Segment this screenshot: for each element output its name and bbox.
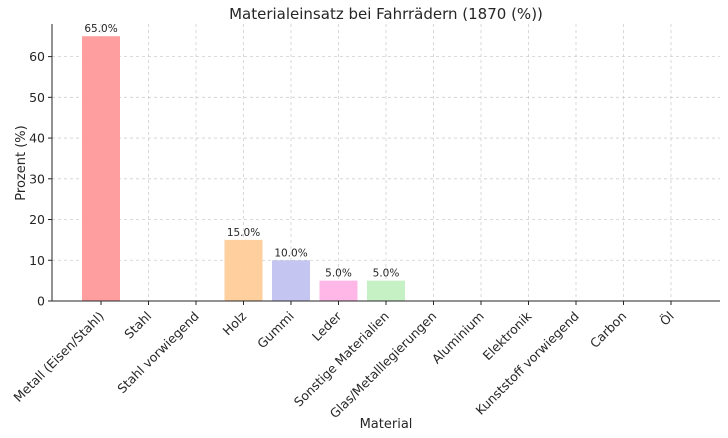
y-tick-label: 20	[29, 212, 45, 227]
x-tick-label: Gummi	[254, 308, 297, 351]
x-tick-label: Stahl	[121, 308, 154, 341]
x-tick-label: Metall (Eisen/Stahl)	[10, 308, 106, 404]
grid-lines	[52, 24, 720, 302]
y-tick-label: 60	[29, 49, 45, 64]
bar	[272, 260, 310, 301]
x-tick-label: Holz	[220, 308, 250, 338]
data-label: 15.0%	[227, 227, 260, 239]
y-tick-label: 10	[29, 253, 45, 268]
data-labels: 65.0% 15.0% 10.0% 5.0% 5.0%	[84, 23, 399, 279]
y-axis-label: Prozent (%)	[14, 125, 29, 200]
y-ticks: 0 10 20 30 40 50 60	[29, 49, 52, 309]
data-label: 10.0%	[274, 247, 307, 259]
y-tick-label: 40	[29, 131, 45, 146]
x-tick-label: Sonstige Materialien	[291, 308, 392, 409]
data-label: 65.0%	[84, 23, 117, 35]
bar	[367, 280, 405, 301]
chart-title: Materialeinsatz bei Fahrrädern (1870 (%)…	[229, 5, 543, 23]
x-axis-label: Material	[360, 417, 413, 432]
data-label: 5.0%	[325, 268, 352, 280]
bar	[319, 280, 358, 301]
y-tick-label: 30	[29, 171, 45, 186]
x-tick-label: Aluminium	[429, 308, 487, 366]
bars	[82, 36, 405, 302]
x-tick-label: Öl	[656, 308, 677, 329]
x-tick-label: Carbon	[587, 308, 629, 350]
bar	[224, 239, 263, 301]
x-tick-label: Stahl vorwiegend	[114, 308, 202, 396]
x-tick-label: Leder	[309, 308, 345, 344]
y-tick-label: 50	[29, 90, 45, 105]
y-tick-label: 0	[37, 294, 45, 309]
data-label: 5.0%	[373, 268, 400, 280]
bar	[82, 36, 120, 302]
